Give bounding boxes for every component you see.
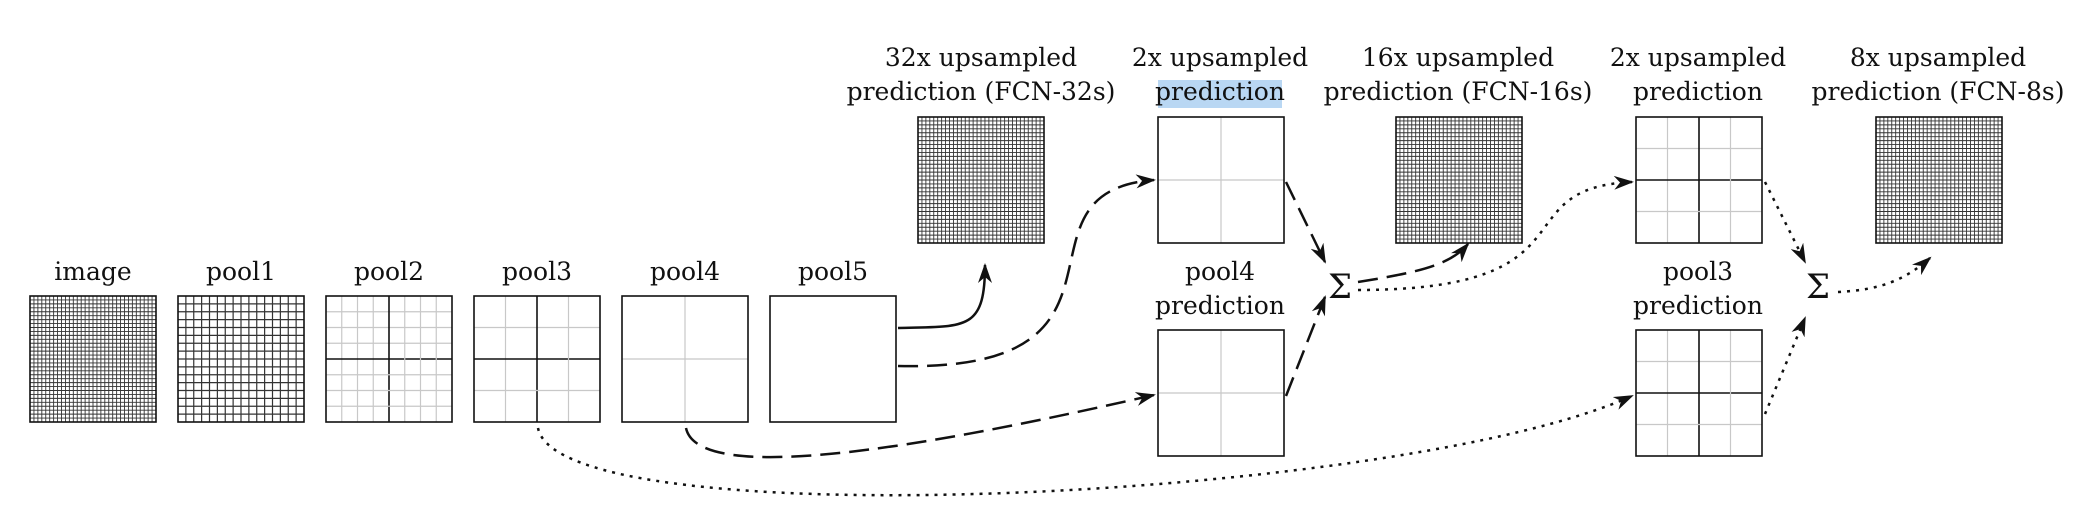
grid-pool3 <box>474 296 600 422</box>
label-pool4pred-line1: pool4 <box>1185 257 1255 286</box>
label-image: image <box>54 257 131 286</box>
label-up8-line2: prediction (FCN-8s) <box>1812 77 2065 106</box>
label-up16-line1: 16x upsampled <box>1362 43 1554 72</box>
label-up2b-line2: prediction <box>1633 77 1763 106</box>
arrow-pool3pred-to-sum2 <box>1765 318 1805 414</box>
grid-up2b <box>1636 117 1762 243</box>
label-up2b-line1: 2x upsampled <box>1610 43 1786 72</box>
grid-pool2 <box>326 296 452 422</box>
sum-symbol-1: Σ <box>1328 267 1352 307</box>
arrow-pool4-to-pool4pred <box>686 395 1154 457</box>
grid-pool4 <box>622 296 748 422</box>
label-pool5: pool5 <box>798 257 868 286</box>
grid-up8 <box>1876 117 2002 243</box>
label-up2a-line2: prediction <box>1155 77 1285 106</box>
grid-pool1 <box>178 296 304 422</box>
grid-up16 <box>1396 117 1522 243</box>
arrow-sum2-to-up8 <box>1838 258 1930 292</box>
label-up2a-line1: 2x upsampled <box>1132 43 1308 72</box>
arrow-pool4pred-to-sum1 <box>1286 297 1325 396</box>
label-pool3: pool3 <box>502 257 572 286</box>
arrow-up2a-to-sum1 <box>1286 182 1325 262</box>
label-pool4: pool4 <box>650 257 720 286</box>
label-up32-line2: prediction (FCN-32s) <box>847 77 1116 106</box>
grid-pool4pred <box>1158 330 1284 456</box>
grid-image <box>30 296 156 422</box>
label-up32-line1: 32x upsampled <box>885 43 1077 72</box>
arrow-up2b-to-sum2 <box>1765 182 1805 262</box>
grid-border <box>770 296 896 422</box>
label-pool3pred-line1: pool3 <box>1663 257 1733 286</box>
label-up8-line1: 8x upsampled <box>1850 43 2026 72</box>
grid-pool3pred <box>1636 330 1762 456</box>
grid-up32 <box>918 117 1044 243</box>
grid-up2a <box>1158 117 1284 243</box>
arrow-sum1-to-up16 <box>1358 244 1468 282</box>
grid-pool5 <box>770 296 896 422</box>
arrow-pool5-to-up32 <box>898 265 985 328</box>
label-up16-line2: prediction (FCN-16s) <box>1324 77 1593 106</box>
sum-symbol-2: Σ <box>1806 267 1830 307</box>
label-pool2: pool2 <box>354 257 424 286</box>
label-pool1: pool1 <box>206 257 276 286</box>
label-pool4pred-line2: prediction <box>1155 291 1285 320</box>
label-pool3pred-line2: prediction <box>1633 291 1763 320</box>
